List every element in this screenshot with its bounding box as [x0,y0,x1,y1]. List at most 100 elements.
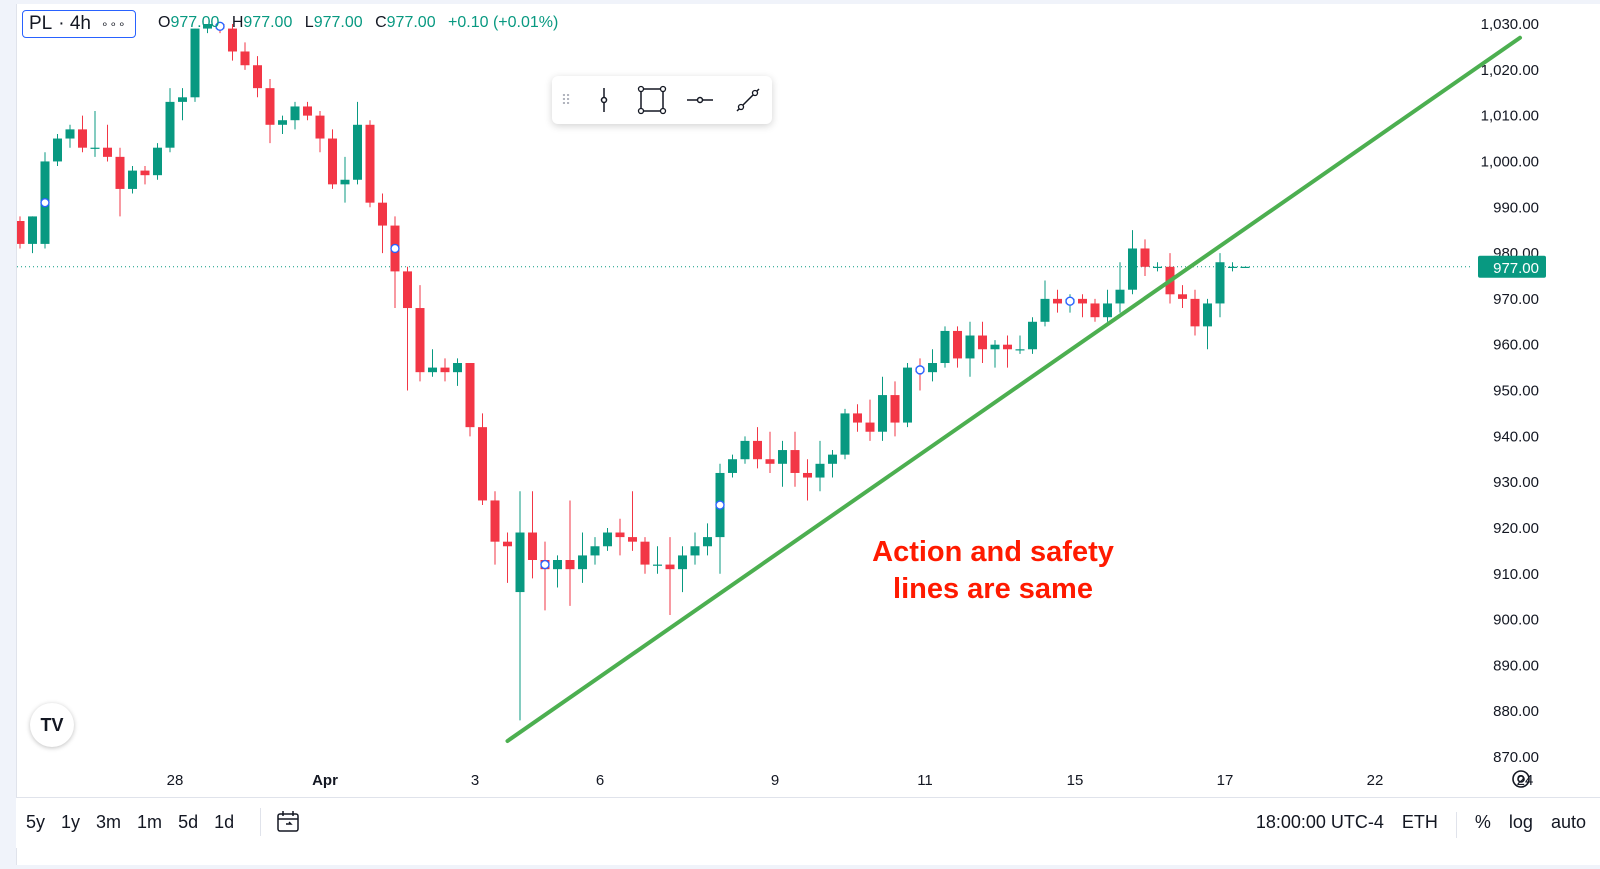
price-tick-label: 880.00 [1493,703,1539,720]
close-label: C [375,14,387,31]
time-tick-label: 28 [167,772,184,789]
candle-body [78,129,87,148]
settings-gear-icon[interactable] [1510,768,1532,790]
candle-body [128,170,137,189]
candle-body [865,422,875,432]
symbol-name: PL [29,13,53,34]
candle-body [965,335,975,359]
change-value: +0.10 (+0.01%) [448,14,559,31]
candles-layer [17,21,1473,721]
candle-body [303,106,312,116]
annotation-layer: Action and safety lines are same [872,536,1114,605]
trend-line-icon[interactable] [724,76,772,124]
more-icon[interactable]: ∘∘∘ [101,17,127,31]
time-tick-label: 17 [1217,772,1234,789]
range-5y-button[interactable]: 5y [26,812,46,832]
candle-body [765,459,775,464]
candle-body [153,147,162,176]
event-marker-icon [390,243,400,254]
candle-body [890,395,900,423]
candle-body [1190,298,1200,327]
candle-body [278,120,287,125]
candle-body [478,427,487,501]
time-tick-label: 9 [771,772,779,789]
candle-body [65,129,75,139]
candle-body [590,546,600,556]
candle-body [203,24,212,29]
candle-body [490,500,500,542]
vertical-line-icon[interactable] [580,76,628,124]
candle-body [678,555,687,570]
price-tick-label: 1,010.00 [1481,108,1539,125]
candle-body [428,367,437,373]
candle-body [978,335,987,350]
candle-body [340,179,350,185]
price-tick-label: 900.00 [1493,612,1539,629]
candle-body [1128,248,1137,290]
candle-body [615,532,625,538]
candle-body [17,220,25,244]
candle-body [1003,344,1012,350]
price-tick-label: 890.00 [1493,657,1539,674]
candle-body [803,472,812,478]
candle-body [403,271,412,309]
candle-body [778,450,787,464]
low-value: 977.00 [313,14,363,31]
candle-body [453,363,462,373]
price-tick-label: 870.00 [1493,749,1539,766]
candle-body [328,138,337,185]
candle-body [1178,294,1187,299]
candle-body [690,546,700,556]
range-3m-button[interactable]: 3m [96,812,122,832]
candle-body [528,532,537,561]
candle-body [1103,303,1112,318]
percent-scale-button[interactable]: % [1474,812,1491,832]
candle-body [1240,266,1250,269]
candle-body [1053,298,1062,304]
auto-scale-button[interactable]: auto [1550,812,1586,832]
range-1m-button[interactable]: 1m [137,812,163,832]
log-scale-button[interactable]: log [1508,812,1533,832]
timezone-label[interactable]: 18:00:00 UTC-4 [1255,812,1384,832]
symbol-legend[interactable]: PL · 4h ∘∘∘ [22,10,136,38]
candle-body [653,564,662,566]
candle-body [840,413,850,455]
time-tick-label: 22 [1367,772,1384,789]
candle-body [740,440,750,460]
range-1d-button[interactable]: 1d [214,812,235,832]
price-tick-label: 920.00 [1493,520,1539,537]
tradingview-logo[interactable]: TV [30,703,74,747]
horizontal-ray-icon[interactable] [676,76,724,124]
event-marker-icon [40,197,50,208]
trend-line [505,35,1522,743]
price-tick-label: 930.00 [1493,474,1539,491]
annotation-text: lines are same [893,573,1093,605]
rectangle-icon[interactable] [628,76,676,124]
candle-body [728,459,737,473]
candle-body [440,367,450,373]
range-1y-button[interactable]: 1y [61,812,81,832]
candle-body [1078,298,1087,304]
candle-body [53,138,62,162]
candle-body [190,28,200,98]
annotation-text: Action and safety [872,536,1114,568]
divider [1455,812,1457,838]
drag-handle-icon[interactable]: ⠿ [560,91,572,108]
candle-body [578,555,587,570]
event-marker-icon [1065,296,1075,306]
calendar-goto-icon[interactable] [274,808,302,836]
range-5d-button[interactable]: 5d [178,812,199,832]
time-axis: 28 Apr 3 6 9 11 15 17 22 24 [17,763,1600,789]
candle-body [115,156,125,189]
price-chart[interactable]: 1,030.00 1,020.00 1,010.00 1,000.00 990.00 9 8… [17,4,1600,797]
session-button[interactable]: ETH [1401,812,1438,832]
candle-body [753,440,762,460]
candle-body [628,537,637,542]
candle-body [253,65,262,89]
candle-body [240,51,250,66]
candle-body [1203,303,1212,327]
candle-body [503,541,512,547]
candle-body [1115,289,1125,304]
candle-body [1228,266,1237,269]
candle-body [903,367,912,423]
